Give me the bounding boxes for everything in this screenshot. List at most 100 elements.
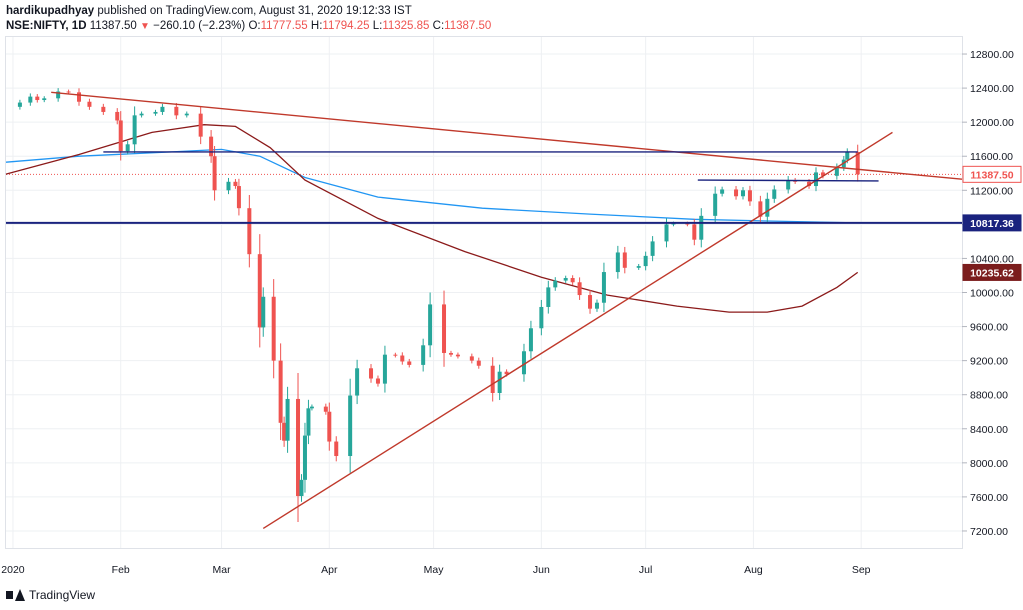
candle-body	[820, 172, 825, 176]
y-tick-label: 12400.00	[970, 83, 1014, 95]
open-value: 11777.55	[260, 20, 308, 32]
y-tick-label: 10000.00	[970, 288, 1014, 300]
y-tick-label: 8800.00	[970, 390, 1008, 402]
y-tick-label: 12000.00	[970, 117, 1014, 129]
price-label-box	[962, 165, 1022, 183]
candle-body	[257, 254, 262, 328]
candle-body	[469, 356, 474, 361]
candle-body	[348, 395, 353, 457]
candle-body	[636, 266, 641, 268]
candle-body	[685, 223, 690, 225]
low-label: L:	[372, 20, 383, 32]
price-label-text: 11387.50	[970, 169, 1013, 181]
candle-body	[285, 398, 290, 441]
candle-body	[734, 189, 739, 197]
candle-body	[428, 304, 433, 346]
candle-body	[369, 368, 374, 379]
candle-body	[355, 368, 360, 396]
candle-body	[66, 91, 71, 93]
candle-body	[594, 302, 599, 309]
ma_fast-line	[5, 148, 858, 224]
y-tick-label: 7200.00	[970, 526, 1008, 538]
candle-body	[209, 136, 214, 157]
candle-body	[834, 167, 839, 176]
y-tick-label: 7600.00	[970, 492, 1008, 504]
candle-body	[553, 280, 558, 288]
candle-body	[56, 91, 61, 99]
last-close: 11387.50	[89, 20, 137, 32]
candle-body	[528, 328, 533, 352]
x-tick-label: Mar	[212, 564, 231, 576]
candle-body	[845, 151, 850, 160]
price-change: −260.10 (−2.23%)	[153, 20, 246, 32]
candle-body	[442, 304, 447, 353]
candle-body	[448, 352, 453, 355]
candle-body	[306, 408, 311, 436]
candle-body	[615, 252, 620, 273]
candle-body	[747, 190, 752, 202]
price-label-text: 10235.62	[970, 267, 1014, 279]
author-name[interactable]: hardikupadhyay	[6, 5, 95, 17]
price-label-text: 10817.36	[970, 218, 1014, 230]
publish-header: hardikupadhyay published on TradingView.…	[6, 3, 412, 19]
tradingview-logo-icon	[6, 589, 25, 601]
candle-body	[125, 144, 130, 152]
candle-body	[160, 106, 165, 112]
candle-body	[713, 193, 718, 216]
candle-body	[601, 272, 606, 303]
candle-body	[497, 371, 502, 393]
ma_slow-line	[5, 124, 859, 313]
candle-body	[588, 295, 593, 309]
candle-body	[327, 411, 332, 442]
candle-body	[302, 435, 307, 480]
candle-body	[407, 361, 412, 365]
y-tick-label: 11200.00	[970, 185, 1013, 197]
candle-body	[539, 306, 544, 329]
candle-body	[720, 189, 725, 194]
candle-body	[226, 181, 231, 191]
candle-body	[17, 102, 22, 107]
candle-body	[233, 181, 238, 187]
candle-body	[382, 354, 387, 384]
y-tick-label: 8400.00	[970, 424, 1008, 436]
low-value: 11325.85	[382, 20, 430, 32]
candle-body	[271, 296, 276, 361]
price-label-box	[962, 263, 1022, 281]
candle-body	[692, 224, 697, 240]
x-tick-label: May	[424, 564, 445, 576]
price-label: 10817.36	[962, 214, 1022, 232]
candle-body	[198, 113, 203, 137]
candle-body	[521, 351, 526, 375]
candle-body	[504, 371, 509, 375]
high-value: 11794.25	[322, 20, 370, 32]
candle-body	[455, 354, 460, 357]
grid: 7200.00 7600.00 8000.00 8400.00 8800.00 9200.…	[1, 37, 1014, 576]
y-tick-label: 8000.00	[970, 458, 1008, 470]
close-value: 11387.50	[444, 20, 492, 32]
price-label: 10235.62	[962, 263, 1022, 281]
x-tick-label: Jun	[533, 564, 550, 576]
high-label: H:	[310, 20, 323, 32]
candle-body	[375, 378, 380, 384]
candle-body	[212, 156, 217, 191]
symbol-name[interactable]: NSE:NIFTY, 1D	[6, 20, 87, 32]
candle-body	[643, 255, 648, 267]
candle-body	[476, 360, 481, 366]
candle-body	[261, 296, 266, 328]
brand-name: TradingView	[29, 588, 96, 602]
candle-body	[577, 282, 582, 296]
candle-body	[421, 345, 426, 365]
candle-body	[563, 278, 568, 281]
candle-body	[855, 151, 860, 175]
tradingview-brand[interactable]: TradingView	[6, 588, 95, 602]
price-label-box	[962, 214, 1022, 232]
candle-body	[87, 101, 92, 107]
candle-body	[296, 398, 301, 497]
x-tick-label: Feb	[112, 564, 130, 576]
candle-body	[115, 111, 120, 121]
candle-body	[490, 365, 495, 393]
y-tick-label: 10400.00	[970, 253, 1014, 265]
candle-body	[139, 113, 144, 116]
candle-body	[77, 92, 82, 102]
